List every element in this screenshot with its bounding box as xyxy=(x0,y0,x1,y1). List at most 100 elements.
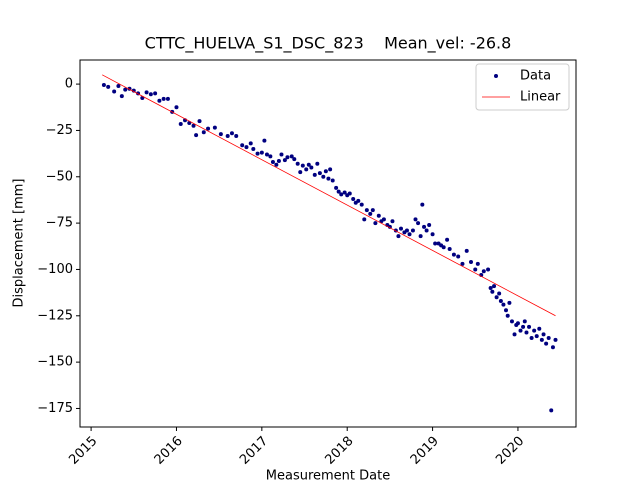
data-point xyxy=(427,222,432,227)
y-axis-label: Displacement [mm] xyxy=(12,179,27,308)
data-point xyxy=(240,143,245,148)
fit-line xyxy=(102,74,556,317)
data-point xyxy=(330,178,335,183)
data-point xyxy=(518,328,523,333)
data-point xyxy=(326,176,331,181)
data-point xyxy=(259,150,264,155)
data-point xyxy=(359,202,364,207)
data-point xyxy=(494,295,499,300)
data-point xyxy=(387,224,392,229)
data-point xyxy=(475,261,480,266)
data-point xyxy=(274,162,279,167)
data-point xyxy=(144,90,149,95)
data-point xyxy=(178,121,183,126)
data-point xyxy=(323,169,328,174)
data-point xyxy=(422,224,427,229)
data-point xyxy=(546,336,551,341)
data-point xyxy=(464,248,469,253)
data-point xyxy=(373,221,378,226)
y-tick-label: −25 xyxy=(46,123,73,138)
data-point xyxy=(413,217,418,222)
data-point xyxy=(292,157,297,162)
data-point xyxy=(251,146,256,151)
data-point xyxy=(264,152,269,157)
data-point xyxy=(153,91,158,96)
y-tick-label: −75 xyxy=(46,216,73,231)
data-point xyxy=(460,261,465,266)
data-point xyxy=(418,234,423,239)
data-point xyxy=(131,88,136,93)
data-point xyxy=(339,192,344,197)
data-point xyxy=(512,332,517,337)
y-tick-label: −125 xyxy=(37,308,73,323)
data-point xyxy=(298,170,303,175)
data-point xyxy=(503,308,508,313)
data-point xyxy=(522,319,527,324)
data-point xyxy=(549,408,554,413)
legend-label: Linear xyxy=(520,90,561,105)
data-point xyxy=(276,159,281,164)
data-point xyxy=(424,228,429,233)
data-point xyxy=(197,119,202,124)
y-tick-label: −150 xyxy=(37,355,73,370)
data-point xyxy=(255,151,260,156)
data-point xyxy=(364,208,369,213)
data-point xyxy=(501,302,506,307)
data-point xyxy=(148,92,153,97)
y-tick-label: 0 xyxy=(65,77,73,92)
data-point xyxy=(304,167,309,172)
data-point xyxy=(157,98,162,103)
data-point xyxy=(407,232,412,237)
data-point xyxy=(534,334,539,339)
data-point xyxy=(306,162,311,167)
data-point xyxy=(541,332,546,337)
data-point xyxy=(370,208,375,213)
y-tick-label: −175 xyxy=(37,401,73,416)
data-point xyxy=(336,189,341,194)
data-point xyxy=(445,237,450,242)
data-point xyxy=(244,145,249,150)
data-point xyxy=(537,326,542,331)
data-point xyxy=(521,324,526,329)
data-point xyxy=(515,321,520,326)
data-point xyxy=(194,133,199,138)
data-point xyxy=(123,87,128,92)
data-point xyxy=(430,232,435,237)
data-point xyxy=(473,267,478,272)
data-point xyxy=(481,269,486,274)
data-point xyxy=(282,158,287,163)
data-point xyxy=(532,328,537,333)
data-point xyxy=(225,133,230,138)
data-point xyxy=(529,336,534,341)
chart-title: CTTC_HUELVA_S1_DSC_823 Mean_vel: -26.8 xyxy=(145,34,512,54)
data-point xyxy=(390,219,395,224)
data-point xyxy=(497,291,502,296)
data-point xyxy=(347,191,352,196)
data-point xyxy=(289,154,294,159)
data-point xyxy=(524,330,529,335)
data-point xyxy=(268,154,273,159)
data-point xyxy=(410,228,415,233)
data-point xyxy=(101,83,106,88)
data-point xyxy=(492,284,497,289)
y-tick-label: −50 xyxy=(46,169,73,184)
data-point xyxy=(321,174,326,179)
data-point xyxy=(285,155,290,160)
data-point xyxy=(312,172,317,177)
data-point xyxy=(116,83,121,88)
data-point xyxy=(315,161,320,166)
data-point xyxy=(507,300,512,305)
data-point xyxy=(488,285,493,290)
data-point xyxy=(112,89,117,94)
data-point xyxy=(342,190,347,195)
data-point xyxy=(527,324,532,329)
data-point xyxy=(398,226,403,231)
data-point xyxy=(165,96,170,101)
data-point xyxy=(468,260,473,265)
data-point xyxy=(119,94,124,99)
legend-marker xyxy=(494,74,498,78)
data-point xyxy=(262,138,267,143)
data-point xyxy=(270,159,275,164)
